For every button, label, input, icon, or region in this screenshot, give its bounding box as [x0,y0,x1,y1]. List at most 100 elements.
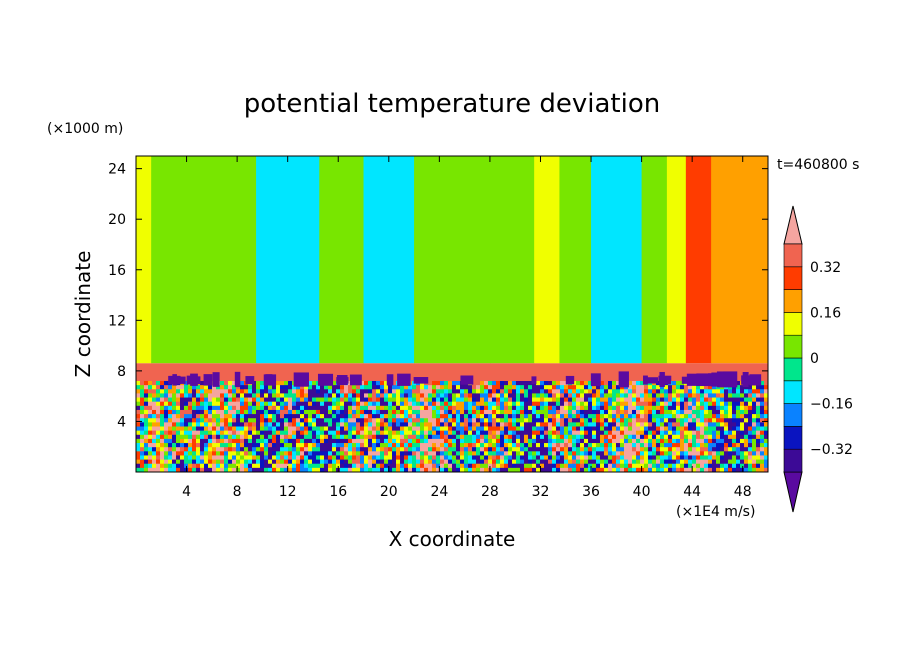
heatmap-cell [472,434,477,440]
heatmap-cell [188,426,193,432]
heatmap-cell [568,418,573,423]
heatmap-cell [492,438,497,444]
heatmap-cell [272,459,277,465]
heatmap-cell [328,447,333,452]
heatmap-cell [512,459,517,465]
heatmap-cell [484,426,489,432]
heatmap-cell [208,401,213,407]
heatmap-cell [424,414,429,419]
heatmap-cell [464,434,469,440]
heatmap-cell [312,443,317,448]
heatmap-cell [668,389,673,394]
heatmap-cell [288,434,293,440]
heatmap-cell [400,467,405,472]
heatmap-plume [742,372,749,387]
heatmap-cell [620,467,625,472]
heatmap-cell [436,405,441,411]
heatmap-cell [244,385,249,390]
heatmap-cell [460,463,465,469]
heatmap-cell [728,426,733,432]
heatmap-cell [204,389,209,394]
heatmap-cell [152,455,157,460]
heatmap-cell [204,385,209,390]
heatmap-cell [544,409,549,415]
heatmap-cell [488,430,493,436]
heatmap-cell [336,418,341,423]
heatmap-cell [244,401,249,407]
heatmap-cell [512,414,517,419]
heatmap-cell [664,459,669,465]
heatmap-cell [740,434,745,440]
heatmap-cell [316,426,321,432]
heatmap-cell [372,405,377,411]
heatmap-cell [512,380,517,386]
heatmap-cell [408,409,413,415]
heatmap-cell [360,438,365,444]
heatmap-cell [604,459,609,465]
heatmap-cell [600,438,605,444]
heatmap-cell [724,438,729,444]
heatmap-cell [684,443,689,448]
heatmap-cell [760,447,765,452]
heatmap-cell [500,443,505,448]
heatmap-cell [168,467,173,472]
heatmap-cell [528,385,533,390]
heatmap-cell [304,414,309,419]
heatmap-cell [712,422,717,427]
heatmap-cell [568,438,573,444]
heatmap-cell [600,405,605,411]
heatmap-cell [760,414,765,419]
heatmap-cell [700,418,705,423]
heatmap-cell [188,397,193,403]
heatmap-cell [644,405,649,411]
heatmap-cell [644,422,649,427]
heatmap-cell [744,422,749,427]
heatmap-cell [596,414,601,419]
heatmap-cell [408,414,413,419]
heatmap-cell [656,443,661,448]
heatmap-cell [764,389,768,394]
heatmap-cell [732,397,737,403]
heatmap-cell [500,409,505,415]
heatmap-cell [284,385,289,390]
heatmap-cell [452,389,457,394]
heatmap-cell [260,401,265,407]
heatmap-cell [388,451,393,456]
heatmap-cell [348,389,353,394]
heatmap-cell [292,438,297,444]
heatmap-cell [708,426,713,432]
heatmap-cell [716,393,721,398]
heatmap-cell [208,438,213,444]
heatmap-cell [148,401,153,407]
heatmap-cell [148,418,153,423]
heatmap-cell [712,451,717,456]
heatmap-cell [392,418,397,423]
heatmap-cell [708,418,713,423]
heatmap-cell [288,380,293,386]
heatmap-cell [268,409,273,415]
heatmap-cell [164,463,169,469]
heatmap-cell [456,418,461,423]
heatmap-cell [748,455,753,460]
heatmap-cell [244,443,249,448]
heatmap-cell [172,430,177,436]
heatmap-cell [740,385,745,390]
heatmap-cell [136,414,141,419]
heatmap-cell [408,459,413,465]
heatmap-cell [444,447,449,452]
heatmap-cell [448,422,453,427]
heatmap-cell [428,451,433,456]
heatmap-cell [304,418,309,423]
heatmap-cell [428,467,433,472]
heatmap-cell [360,409,365,415]
heatmap-cell [460,451,465,456]
heatmap-cell [584,409,589,415]
heatmap-cell [696,418,701,423]
heatmap-cell [256,455,261,460]
heatmap-cell [256,380,261,386]
heatmap-cell [396,438,401,444]
heatmap-cell [564,459,569,465]
heatmap-cell [188,463,193,469]
heatmap-cell [200,405,205,411]
heatmap-cell [660,443,665,448]
